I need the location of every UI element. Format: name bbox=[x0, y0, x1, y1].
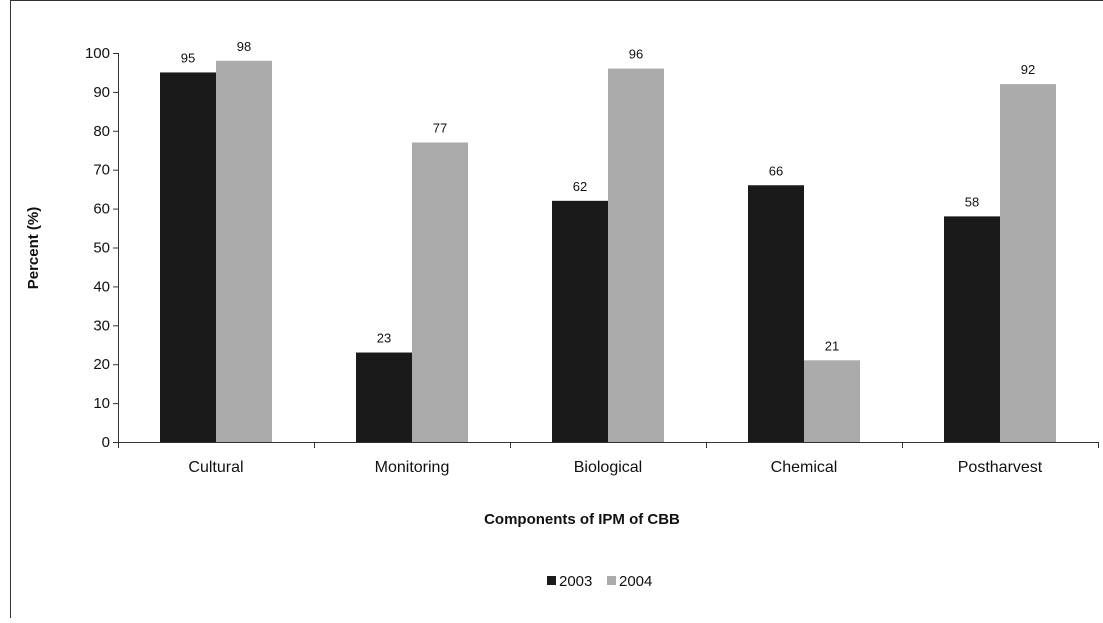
y-tick-label: 50 bbox=[93, 240, 110, 257]
legend-swatch-2004 bbox=[607, 576, 616, 585]
bar-2003-biological bbox=[552, 200, 608, 442]
bar-2004-monitoring bbox=[412, 142, 468, 442]
legend: 2003 2004 bbox=[547, 573, 652, 590]
y-axis-ticks: 0 10 20 30 40 50 60 70 80 90 100 bbox=[85, 45, 118, 451]
y-tick-label: 10 bbox=[93, 395, 110, 412]
data-label: 58 bbox=[965, 194, 979, 209]
x-axis-categories: Cultural Monitoring Biological Chemical Post… bbox=[118, 442, 1099, 476]
x-axis-title: Components of IPM of CBB bbox=[484, 511, 680, 528]
data-label: 92 bbox=[1021, 62, 1035, 77]
x-category-label: Chemical bbox=[771, 459, 838, 476]
x-category-label: Cultural bbox=[188, 459, 243, 476]
y-tick-label: 100 bbox=[85, 45, 110, 62]
y-axis-title: Percent (%) bbox=[25, 207, 42, 290]
legend-label: 2004 bbox=[619, 573, 652, 590]
y-tick-label: 80 bbox=[93, 123, 110, 140]
y-tick-label: 60 bbox=[93, 201, 110, 218]
bar-2004-biological bbox=[608, 68, 664, 442]
data-label: 21 bbox=[825, 338, 839, 353]
y-tick-label: 90 bbox=[93, 84, 110, 101]
y-tick-label: 70 bbox=[93, 162, 110, 179]
bar-2004-cultural bbox=[216, 60, 272, 442]
x-category-label: Biological bbox=[574, 459, 642, 476]
y-tick-label: 40 bbox=[93, 278, 110, 295]
bars-group bbox=[160, 60, 1056, 443]
legend-swatch-2003 bbox=[547, 576, 556, 585]
bar-2003-cultural bbox=[160, 72, 216, 442]
data-label: 66 bbox=[769, 163, 783, 178]
data-label: 96 bbox=[629, 47, 643, 62]
bar-2003-monitoring bbox=[356, 352, 412, 442]
bar-2004-chemical bbox=[804, 360, 860, 442]
legend-label: 2003 bbox=[559, 573, 592, 590]
bar-2003-chemical bbox=[748, 185, 804, 442]
data-label: 62 bbox=[573, 179, 587, 194]
y-tick-label: 0 bbox=[102, 434, 110, 451]
data-labels-group: 95 98 23 77 62 96 66 21 58 92 bbox=[181, 39, 1035, 354]
bar-2004-postharvest bbox=[1000, 84, 1056, 443]
data-label: 23 bbox=[377, 331, 391, 346]
bar-2003-postharvest bbox=[944, 216, 1000, 442]
y-tick-label: 20 bbox=[93, 356, 110, 373]
data-label: 77 bbox=[433, 120, 447, 135]
y-tick-label: 30 bbox=[93, 317, 110, 334]
x-category-label: Monitoring bbox=[375, 459, 450, 476]
x-category-label: Postharvest bbox=[958, 459, 1043, 476]
data-label: 95 bbox=[181, 50, 195, 65]
data-label: 98 bbox=[237, 39, 251, 54]
